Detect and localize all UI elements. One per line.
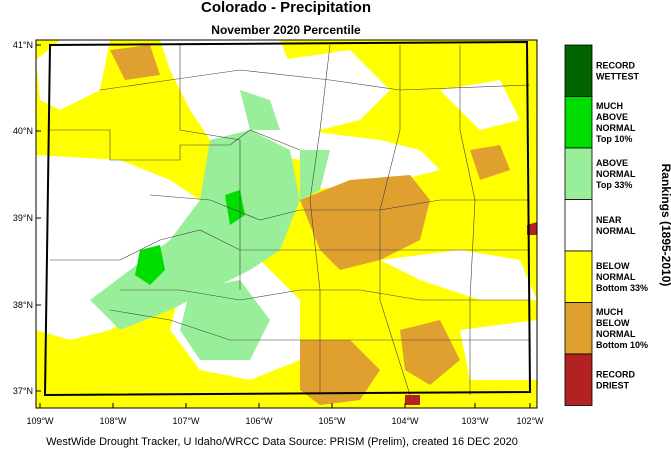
lat-label: 40°N — [13, 126, 33, 136]
legend-swatch — [564, 302, 593, 355]
legend-label: WETTEST — [596, 71, 639, 81]
subtitle: November 2020 Percentile — [211, 23, 361, 37]
record-driest-area — [405, 395, 420, 405]
legend-swatch — [564, 44, 593, 97]
legend-swatch — [564, 353, 593, 406]
legend-swatch — [564, 199, 593, 252]
legend-title: Rankings (1895-2010) — [659, 164, 671, 287]
legend-label: NEAR — [596, 215, 622, 225]
legend-label: NORMAL — [596, 169, 636, 179]
legend-label: NORMAL — [596, 272, 636, 282]
lat-label: 41°N — [13, 40, 33, 50]
lon-label: 103°W — [461, 416, 489, 426]
legend-label: MUCH — [596, 101, 623, 111]
legend-label: Top 33% — [596, 180, 632, 190]
legend-label: Bottom 10% — [596, 340, 648, 350]
lon-label: 107°W — [172, 416, 200, 426]
title: Colorado - Precipitation — [201, 0, 371, 16]
footer: WestWide Drought Tracker, U Idaho/WRCC D… — [46, 436, 518, 448]
legend-label: Bottom 33% — [596, 283, 648, 293]
lon-label: 104°W — [391, 416, 419, 426]
legend-label: NORMAL — [596, 123, 636, 133]
legend-label: RECORD — [596, 60, 636, 70]
lon-label: 106°W — [245, 416, 273, 426]
map-frame — [35, 39, 538, 409]
legend-label: ABOVE — [596, 112, 628, 122]
legend-label: NORMAL — [596, 329, 636, 339]
legend-swatch — [564, 96, 593, 149]
lon-label: 108°W — [99, 416, 127, 426]
lat-label: 37°N — [13, 386, 33, 396]
state-boundary — [43, 40, 532, 397]
lon-label: 105°W — [318, 416, 346, 426]
legend-label: NORMAL — [596, 226, 636, 236]
legend-swatch — [564, 250, 593, 303]
map — [35, 39, 538, 409]
lon-label: 109°W — [26, 416, 54, 426]
legend-label: MUCH — [596, 307, 623, 317]
lat-labels: 41°N 40°N 39°N 38°N 37°N — [13, 40, 41, 396]
legend-label: Top 10% — [596, 134, 632, 144]
legend-swatch — [564, 147, 593, 200]
lon-labels: 109°W 108°W 107°W 106°W 105°W 104°W 103°W 102°W — [26, 403, 544, 426]
lat-label: 39°N — [13, 213, 33, 223]
lon-label: 102°W — [516, 416, 544, 426]
legend-label: DRIEST — [596, 380, 630, 390]
legend-label: BELOW — [596, 318, 630, 328]
county-lines — [50, 44, 531, 396]
lat-label: 38°N — [13, 300, 33, 310]
legend-label: RECORD — [596, 369, 636, 379]
legend-label: BELOW — [596, 261, 630, 271]
legend-label: ABOVE — [596, 158, 628, 168]
